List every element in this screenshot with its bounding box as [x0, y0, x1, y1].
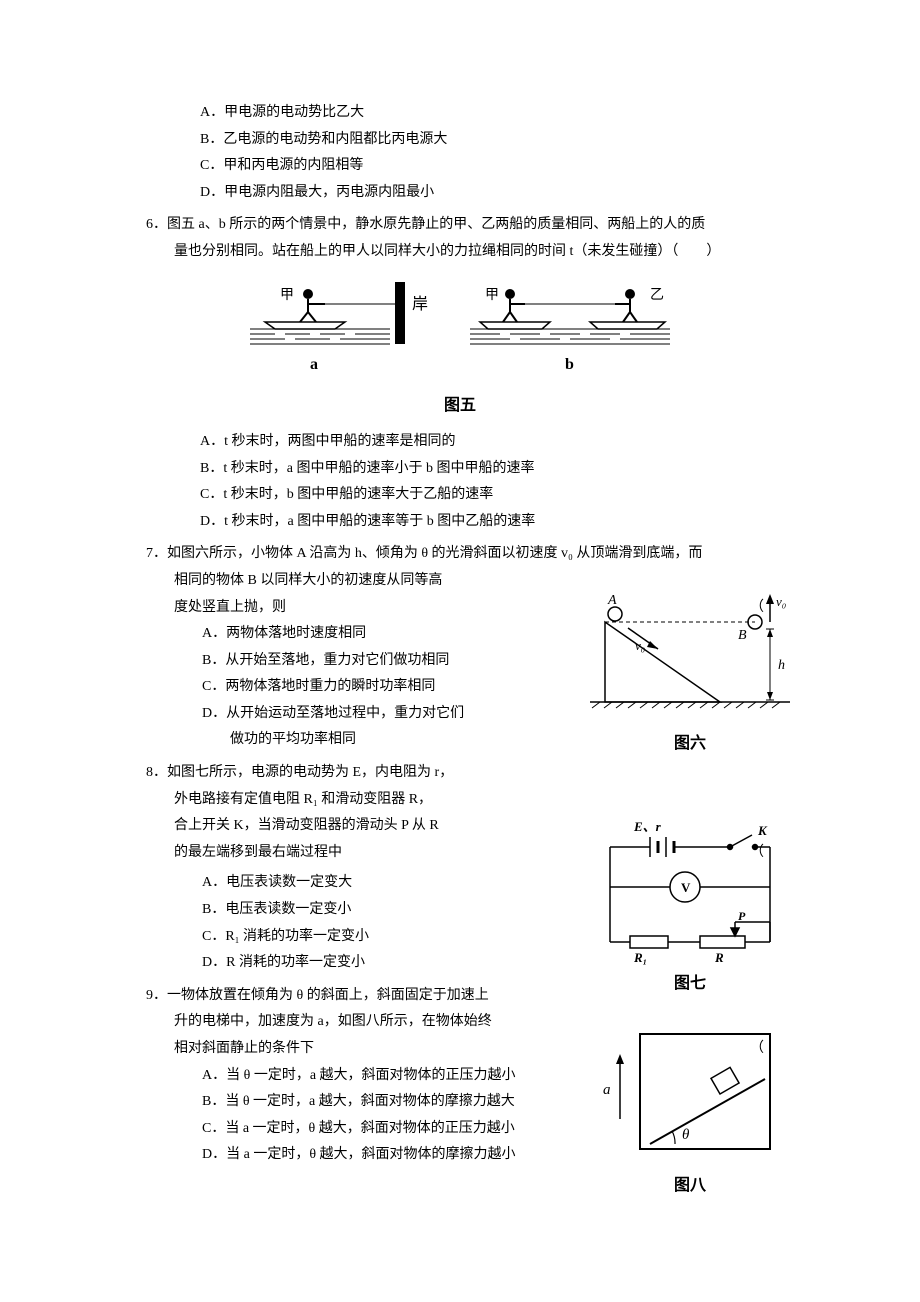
fig7-caption: 图七 — [570, 969, 810, 999]
fig7-label-V: V — [681, 880, 691, 895]
fig6-caption: 图六 — [570, 729, 810, 759]
q5-opt-a: A．甲电源的电动势比乙大 — [200, 100, 810, 127]
q9: 9．一物体放置在倾角为 θ 的斜面上，斜面固定于加速上 升的电梯中，加速度为 a… — [146, 983, 810, 1169]
q5-options: A．甲电源的电动势比乙大 B．乙电源的电动势和内阻都比丙电源大 C．甲和丙电源的… — [200, 100, 810, 206]
q8-text3: 合上开关 K，当滑动变阻器的滑动头 P 从 R — [174, 813, 526, 840]
q7-text2: 相同的物体 B 以同样大小的初速度从同等高 — [174, 573, 442, 588]
q7-text1: 如图六所示，小物体 A 沿高为 h、倾角为 θ 的光滑斜面以初速度 v₀ 从顶端… — [167, 546, 702, 561]
q6-text2: 量也分别相同。站在船上的甲人以同样大小的力拉绳相同的时间 t（未发生碰撞）（ ） — [174, 244, 720, 259]
fig8-label-theta: θ — [682, 1127, 690, 1143]
fig7-label-K: K — [757, 823, 768, 838]
fig7-label-P: P — [738, 909, 746, 923]
fig6-label-v0a: v₀ — [635, 638, 645, 653]
q9-text3: 相对斜面静止的条件下 — [174, 1041, 314, 1056]
figure-6-svg: A v₀ B v₀ h — [580, 592, 800, 727]
q6-options: A．t 秒末时，两图中甲船的速率是相同的 B．t 秒末时，a 图中甲船的速率小于… — [200, 429, 810, 535]
figure-8: θ a 图八 — [570, 1019, 810, 1201]
fig6-label-A: A — [607, 593, 617, 608]
q7-text3: 度处竖直上抛，则 — [174, 600, 286, 615]
q9-opt-b: B．当 θ 一定时，a 越大，斜面对物体的摩擦力越大 — [202, 1089, 546, 1116]
q7: 7．如图六所示，小物体 A 沿高为 h、倾角为 θ 的光滑斜面以初速度 v₀ 从… — [146, 541, 810, 754]
fig7-label-Er: E、r — [633, 819, 662, 834]
figure-8-svg: θ a — [595, 1019, 785, 1169]
q6-opt-b: B．t 秒末时，a 图中甲船的速率小于 b 图中甲船的速率 — [200, 456, 810, 483]
fig6-label-B: B — [738, 628, 747, 643]
fig5-label-an: 岸 — [412, 295, 428, 313]
q8-num: 8． — [146, 765, 167, 780]
figure-6: A v₀ B v₀ h 图六 — [570, 592, 810, 759]
fig7-label-R: R — [714, 950, 724, 965]
q6-opt-a: A．t 秒末时，两图中甲船的速率是相同的 — [200, 429, 810, 456]
q6: 6．图五 a、b 所示的两个情景中，静水原先静止的甲、乙两船的质量相同、两船上的… — [146, 212, 810, 265]
q7-opt-d: D．从开始运动至落地过程中，重力对它们 — [202, 701, 526, 728]
q8-text2: 外电路接有定值电阻 R₁ 和滑动变阻器 R， — [174, 787, 526, 814]
fig5-label-a: a — [310, 356, 318, 373]
q8: 8．如图七所示，电源的电动势为 E，内电阻为 r， 外电路接有定值电阻 R₁ 和… — [146, 760, 810, 977]
fig5-label-b: b — [565, 356, 574, 373]
fig5b-label-yi: 乙 — [650, 287, 664, 303]
q6-opt-c: C．t 秒末时，b 图中甲船的速率大于乙船的速率 — [200, 482, 810, 509]
q7-opt-b: B．从开始至落地，重力对它们做功相同 — [202, 648, 526, 675]
fig5-caption: 图五 — [110, 391, 810, 421]
fig8-caption: 图八 — [570, 1171, 810, 1201]
q8-opt-a: A．电压表读数一定变大 — [202, 870, 526, 897]
q8-opt-c: C．R₁ 消耗的功率一定变小 — [202, 924, 526, 951]
fig6-label-h: h — [778, 658, 785, 673]
q9-text2: 升的电梯中，加速度为 a，如图八所示，在物体始终 — [174, 1009, 546, 1036]
q9-opt-c: C．当 a 一定时，θ 越大，斜面对物体的正压力越小 — [202, 1116, 546, 1143]
fig5b-label-jia: 甲 — [485, 288, 499, 303]
figure-7: V E、r K R₁ R P 图七 — [570, 817, 810, 999]
fig8-label-a: a — [603, 1082, 611, 1098]
q8-text4: 的最左端移到最右端过程中 — [174, 845, 342, 860]
fig6-label-v0b: v₀ — [776, 594, 786, 609]
q5-opt-d: D．甲电源内阻最大，丙电源内阻最小 — [200, 180, 810, 207]
figure-5-svg: 甲 岸 a 甲 — [230, 274, 690, 389]
q6-text1: 图五 a、b 所示的两个情景中，静水原先静止的甲、乙两船的质量相同、两船上的人的… — [167, 217, 705, 232]
q9-opt-d: D．当 a 一定时，θ 越大，斜面对物体的摩擦力越小 — [202, 1142, 546, 1169]
q8-opt-d: D．R 消耗的功率一定变小 — [202, 950, 526, 977]
q9-opt-a: A．当 θ 一定时，a 越大，斜面对物体的正压力越小 — [202, 1063, 546, 1090]
figure-5: 甲 岸 a 甲 — [110, 274, 810, 421]
q7-opt-c: C．两物体落地时重力的瞬时功率相同 — [202, 674, 526, 701]
q9-num: 9． — [146, 988, 167, 1003]
q6-opt-d: D．t 秒末时，a 图中甲船的速率等于 b 图中乙船的速率 — [200, 509, 810, 536]
fig7-label-R1: R₁ — [633, 950, 647, 965]
q7-opt-d2: 做功的平均功率相同 — [230, 727, 526, 754]
q7-num: 7． — [146, 546, 167, 561]
q7-opt-a: A．两物体落地时速度相同 — [202, 621, 526, 648]
q8-text1: 如图七所示，电源的电动势为 E，内电阻为 r， — [167, 765, 453, 780]
q5-opt-b: B．乙电源的电动势和内阻都比丙电源大 — [200, 127, 810, 154]
q8-opt-b: B．电压表读数一定变小 — [202, 897, 526, 924]
q6-num: 6． — [146, 217, 167, 232]
figure-7-svg: V E、r K R₁ R P — [590, 817, 790, 967]
q5-opt-c: C．甲和丙电源的内阻相等 — [200, 153, 810, 180]
q9-text1: 一物体放置在倾角为 θ 的斜面上，斜面固定于加速上 — [167, 988, 489, 1003]
fig5-label-jia: 甲 — [280, 288, 294, 303]
